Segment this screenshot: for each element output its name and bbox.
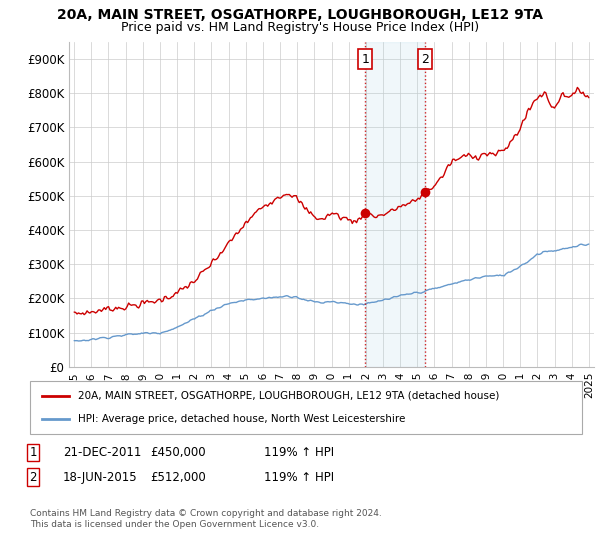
Text: 20A, MAIN STREET, OSGATHORPE, LOUGHBOROUGH, LE12 9TA (detached house): 20A, MAIN STREET, OSGATHORPE, LOUGHBOROU… bbox=[78, 391, 499, 401]
Text: Price paid vs. HM Land Registry's House Price Index (HPI): Price paid vs. HM Land Registry's House … bbox=[121, 21, 479, 34]
Text: 20A, MAIN STREET, OSGATHORPE, LOUGHBOROUGH, LE12 9TA: 20A, MAIN STREET, OSGATHORPE, LOUGHBOROU… bbox=[57, 8, 543, 22]
Text: 21-DEC-2011: 21-DEC-2011 bbox=[63, 446, 142, 459]
Text: 18-JUN-2015: 18-JUN-2015 bbox=[63, 470, 137, 484]
Text: £450,000: £450,000 bbox=[150, 446, 206, 459]
Text: 2: 2 bbox=[29, 470, 37, 484]
Text: 1: 1 bbox=[361, 53, 369, 66]
Text: 1: 1 bbox=[29, 446, 37, 459]
Bar bbox=[365, 42, 425, 367]
Text: 2: 2 bbox=[421, 53, 429, 66]
Text: Contains HM Land Registry data © Crown copyright and database right 2024.: Contains HM Land Registry data © Crown c… bbox=[30, 509, 382, 518]
Text: 119% ↑ HPI: 119% ↑ HPI bbox=[264, 446, 334, 459]
Text: 119% ↑ HPI: 119% ↑ HPI bbox=[264, 470, 334, 484]
Text: HPI: Average price, detached house, North West Leicestershire: HPI: Average price, detached house, Nort… bbox=[78, 414, 406, 424]
Text: This data is licensed under the Open Government Licence v3.0.: This data is licensed under the Open Gov… bbox=[30, 520, 319, 529]
Text: £512,000: £512,000 bbox=[150, 470, 206, 484]
